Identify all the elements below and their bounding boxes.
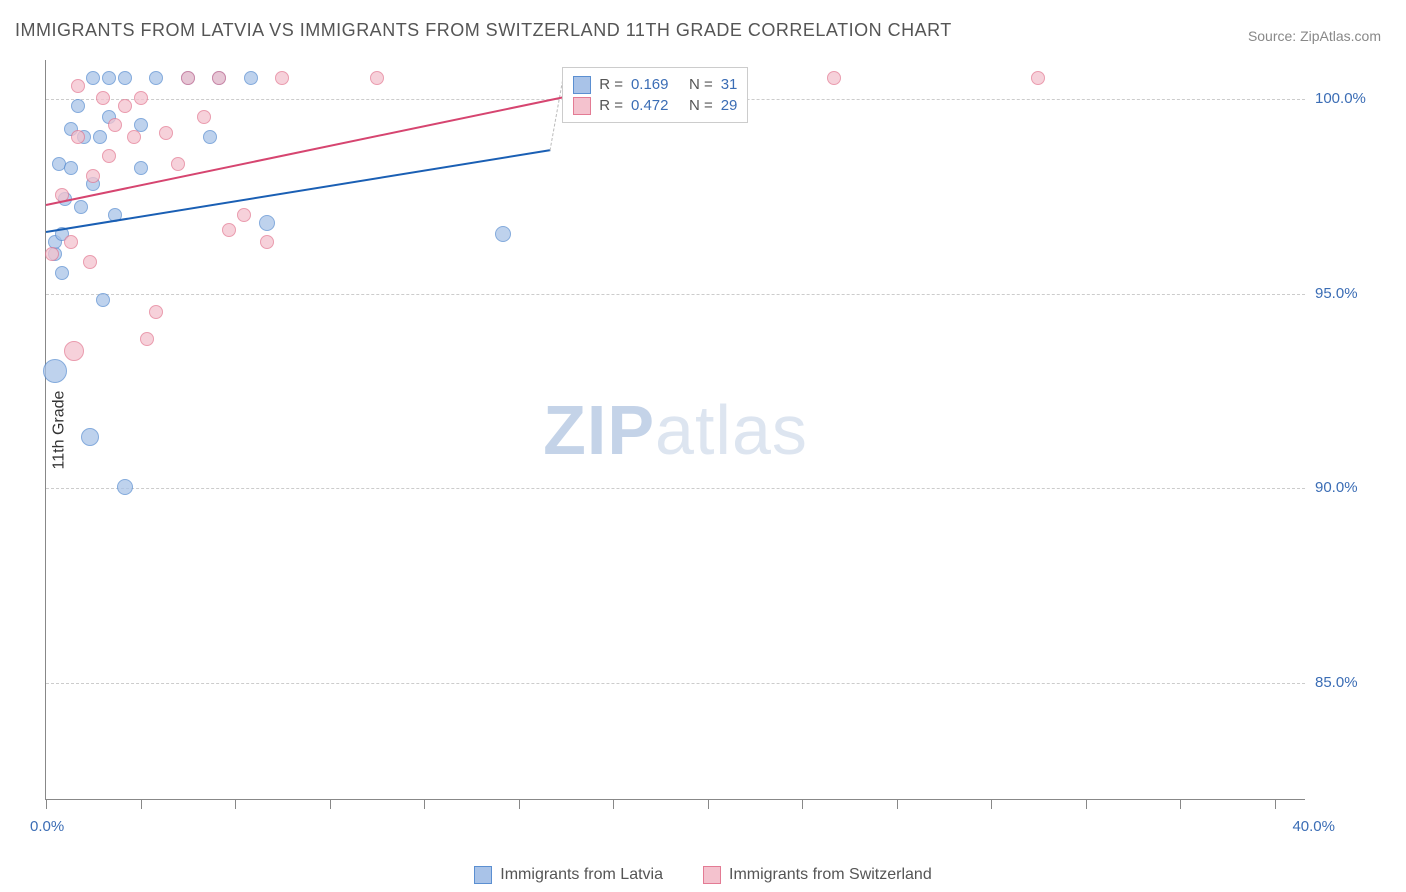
x-axis-max-label: 40.0% [1292, 818, 1335, 835]
data-point-latvia [134, 161, 148, 175]
data-point-switzerland [86, 169, 100, 183]
data-point-latvia [259, 215, 275, 231]
legend-item-latvia: Immigrants from Latvia [474, 866, 663, 884]
data-point-latvia [93, 130, 107, 144]
data-point-switzerland [83, 255, 97, 269]
data-point-latvia [64, 161, 78, 175]
data-point-switzerland [212, 71, 226, 85]
data-point-switzerland [64, 341, 84, 361]
data-point-latvia [55, 266, 69, 280]
legend-item-switzerland: Immigrants from Switzerland [703, 866, 932, 884]
gridline-h [46, 294, 1305, 295]
data-point-switzerland [118, 99, 132, 113]
data-point-switzerland [370, 71, 384, 85]
watermark-bold: ZIP [543, 391, 655, 469]
data-point-switzerland [159, 126, 173, 140]
x-tick [613, 799, 614, 809]
data-point-latvia [43, 359, 67, 383]
data-point-switzerland [275, 71, 289, 85]
legend: Immigrants from Latvia Immigrants from S… [0, 866, 1406, 884]
x-tick [897, 799, 898, 809]
data-point-switzerland [102, 149, 116, 163]
x-tick [1180, 799, 1181, 809]
legend-swatch-switzerland [703, 866, 721, 884]
data-point-switzerland [108, 118, 122, 132]
data-point-latvia [81, 428, 99, 446]
legend-label-latvia: Immigrants from Latvia [500, 866, 663, 884]
y-tick-label: 85.0% [1315, 674, 1375, 691]
trendline-latvia [46, 150, 550, 234]
data-point-latvia [71, 99, 85, 113]
data-point-latvia [86, 71, 100, 85]
x-tick [330, 799, 331, 809]
connector-dash [550, 80, 564, 150]
x-tick [141, 799, 142, 809]
x-tick [424, 799, 425, 809]
x-tick [519, 799, 520, 809]
info-row-latvia: R = 0.169 N = 31 [573, 74, 737, 95]
x-tick [235, 799, 236, 809]
data-point-latvia [149, 71, 163, 85]
data-point-switzerland [127, 130, 141, 144]
data-point-latvia [117, 479, 133, 495]
data-point-switzerland [149, 305, 163, 319]
info-swatch [573, 97, 591, 115]
info-r-label: R = [599, 95, 623, 116]
data-point-switzerland [237, 208, 251, 222]
data-point-switzerland [64, 235, 78, 249]
data-point-switzerland [96, 91, 110, 105]
chart-area: 11th Grade ZIPatlas 85.0%90.0%95.0%100.0… [45, 60, 1305, 800]
chart-title: IMMIGRANTS FROM LATVIA VS IMMIGRANTS FRO… [15, 20, 952, 41]
x-tick [1275, 799, 1276, 809]
info-r-value: 0.169 [631, 74, 681, 95]
x-axis-min-label: 0.0% [30, 818, 64, 835]
data-point-switzerland [71, 79, 85, 93]
data-point-switzerland [71, 130, 85, 144]
data-point-latvia [495, 226, 511, 242]
info-n-value: 29 [721, 95, 738, 116]
info-r-value: 0.472 [631, 95, 681, 116]
watermark: ZIPatlas [543, 390, 808, 470]
legend-label-switzerland: Immigrants from Switzerland [729, 866, 932, 884]
info-row-switzerland: R = 0.472 N = 29 [573, 95, 737, 116]
y-tick-label: 90.0% [1315, 479, 1375, 496]
x-tick [802, 799, 803, 809]
data-point-switzerland [260, 235, 274, 249]
data-point-latvia [96, 293, 110, 307]
gridline-h [46, 488, 1305, 489]
data-point-latvia [102, 71, 116, 85]
data-point-switzerland [197, 110, 211, 124]
data-point-switzerland [1031, 71, 1045, 85]
data-point-switzerland [181, 71, 195, 85]
scatter-plot: ZIPatlas 85.0%90.0%95.0%100.0%R =0.169N … [45, 60, 1305, 800]
x-tick [1086, 799, 1087, 809]
x-tick [46, 799, 47, 809]
source-label: Source: ZipAtlas.com [1248, 28, 1381, 44]
info-n-label: N = [689, 95, 713, 116]
watermark-light: atlas [655, 391, 808, 469]
x-tick [991, 799, 992, 809]
data-point-switzerland [45, 247, 59, 261]
y-tick-label: 95.0% [1315, 285, 1375, 302]
data-point-switzerland [140, 332, 154, 346]
info-r-label: R = [599, 74, 623, 95]
gridline-h [46, 683, 1305, 684]
data-point-switzerland [134, 91, 148, 105]
data-point-latvia [74, 200, 88, 214]
data-point-switzerland [171, 157, 185, 171]
data-point-latvia [203, 130, 217, 144]
correlation-info-box: R = 0.169 N = 31 R = 0.472 N = 29 [562, 67, 748, 123]
info-n-label: N = [689, 74, 713, 95]
data-point-switzerland [222, 223, 236, 237]
data-point-latvia [118, 71, 132, 85]
x-tick [708, 799, 709, 809]
info-swatch [573, 76, 591, 94]
info-n-value: 31 [721, 74, 738, 95]
legend-swatch-latvia [474, 866, 492, 884]
data-point-switzerland [827, 71, 841, 85]
data-point-latvia [244, 71, 258, 85]
y-tick-label: 100.0% [1315, 90, 1375, 107]
